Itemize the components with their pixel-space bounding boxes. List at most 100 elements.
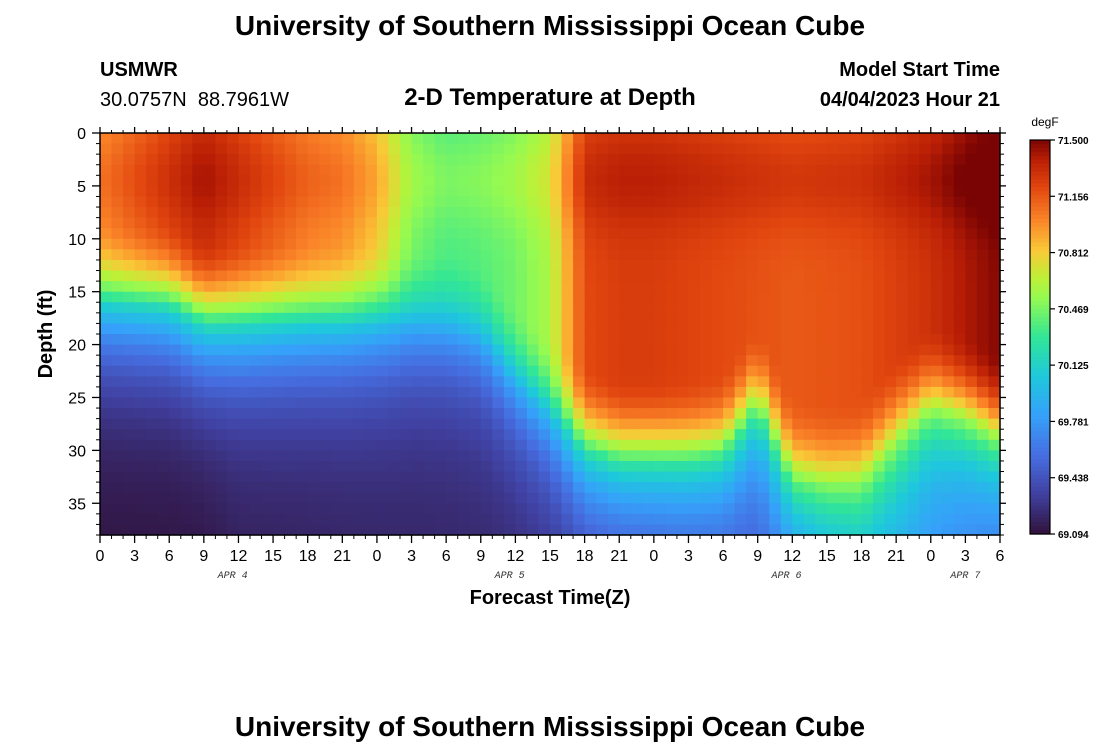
colorbar-segment — [1030, 270, 1050, 275]
heatmap-cell — [353, 418, 366, 430]
heatmap-cell — [307, 482, 320, 494]
heatmap-cell — [896, 344, 909, 356]
heatmap-cell — [365, 228, 378, 240]
heatmap-cell — [526, 482, 540, 494]
heatmap-cell — [861, 175, 874, 187]
heatmap-cell — [757, 175, 770, 187]
heatmap-cell — [353, 133, 366, 145]
heatmap-cell — [273, 217, 286, 229]
heatmap-cell — [250, 281, 263, 293]
heatmap-cell — [607, 196, 620, 208]
heatmap-cell — [123, 270, 136, 282]
heatmap-cell — [561, 207, 574, 219]
heatmap-cell — [169, 175, 182, 187]
y-tick-label: 5 — [77, 179, 86, 196]
heatmap-cell — [284, 365, 297, 377]
heatmap-cell — [238, 355, 251, 367]
heatmap-cell — [180, 503, 193, 515]
x-tick-label: 3 — [130, 548, 139, 565]
heatmap-cell — [815, 323, 828, 335]
heatmap-cell — [457, 154, 470, 166]
heatmap-cell — [111, 376, 124, 388]
colorbar-segment — [1030, 352, 1050, 358]
heatmap-cell — [676, 471, 690, 483]
heatmap-cell — [134, 207, 147, 219]
heatmap-cell — [376, 207, 390, 219]
heatmap-cell — [792, 185, 805, 198]
heatmap-cell — [526, 238, 540, 250]
heatmap-cell — [930, 524, 943, 536]
heatmap-cell — [930, 460, 943, 473]
heatmap-cell — [446, 207, 459, 219]
heatmap-cell — [180, 334, 193, 346]
heatmap-cell — [365, 270, 378, 282]
heatmap-cell — [815, 365, 828, 377]
heatmap-cell — [988, 143, 1001, 155]
heatmap-cell — [296, 513, 309, 526]
heatmap-cell — [792, 228, 805, 240]
heatmap-cell — [665, 133, 678, 145]
heatmap-cell — [376, 334, 390, 346]
heatmap-cell — [111, 185, 124, 198]
heatmap-cell — [988, 291, 1001, 303]
heatmap-cell — [526, 281, 540, 293]
heatmap-cell — [388, 281, 401, 293]
heatmap-cell — [757, 207, 770, 219]
heatmap-cell — [573, 228, 586, 240]
heatmap-cell — [319, 376, 332, 388]
heatmap-cell — [388, 270, 401, 282]
heatmap-cell — [976, 175, 990, 187]
heatmap-cell — [411, 418, 424, 430]
heatmap-cell — [273, 334, 286, 346]
heatmap-cell — [757, 386, 770, 399]
x-tick-label: 21 — [887, 548, 905, 565]
heatmap-cell — [388, 397, 401, 409]
heatmap-cell — [342, 513, 355, 526]
heatmap-cell — [342, 503, 355, 515]
heatmap-cell — [319, 418, 332, 430]
heatmap-cell — [642, 503, 655, 515]
heatmap-cell — [584, 312, 597, 325]
heatmap-cell — [884, 492, 897, 504]
heatmap-cell — [284, 312, 297, 325]
heatmap-cell — [192, 143, 205, 155]
heatmap-cell — [873, 143, 886, 155]
heatmap-cell — [907, 460, 920, 473]
heatmap-cell — [238, 334, 251, 346]
heatmap-cell — [330, 355, 343, 367]
heatmap-cell — [550, 365, 563, 377]
heatmap-cell — [665, 270, 678, 282]
heatmap-cell — [930, 429, 943, 441]
heatmap-cell — [942, 439, 955, 451]
heatmap-cell — [884, 164, 897, 176]
heatmap-cell — [123, 302, 136, 314]
heatmap-cell — [215, 133, 228, 145]
heatmap-cell — [861, 482, 874, 494]
heatmap-cell — [192, 133, 205, 145]
heatmap-cell — [261, 471, 274, 483]
heatmap-cell — [157, 376, 170, 388]
heatmap-cell — [123, 312, 136, 325]
colorbar-segment — [1030, 400, 1050, 405]
heatmap-cell — [619, 365, 632, 377]
heatmap-cell — [307, 513, 320, 526]
heatmap-cell — [330, 154, 343, 166]
y-axis-label: Depth (ft) — [35, 290, 57, 379]
heatmap-cell — [665, 196, 678, 208]
heatmap-cell — [111, 259, 124, 272]
heatmap-cell — [250, 439, 263, 451]
heatmap-cell — [446, 154, 459, 166]
heatmap-cell — [469, 376, 482, 388]
heatmap-cell — [342, 524, 355, 536]
heatmap-cell — [169, 492, 182, 504]
heatmap-cell — [169, 164, 182, 176]
heatmap-cell — [850, 238, 863, 250]
heatmap-cell — [653, 334, 666, 346]
heatmap-cell — [734, 175, 747, 187]
heatmap-cell — [688, 513, 701, 526]
heatmap-cell — [596, 175, 609, 187]
heatmap-cell — [873, 513, 886, 526]
heatmap-cell — [400, 238, 413, 250]
heatmap-cell — [861, 471, 874, 483]
heatmap-cell — [538, 513, 551, 526]
